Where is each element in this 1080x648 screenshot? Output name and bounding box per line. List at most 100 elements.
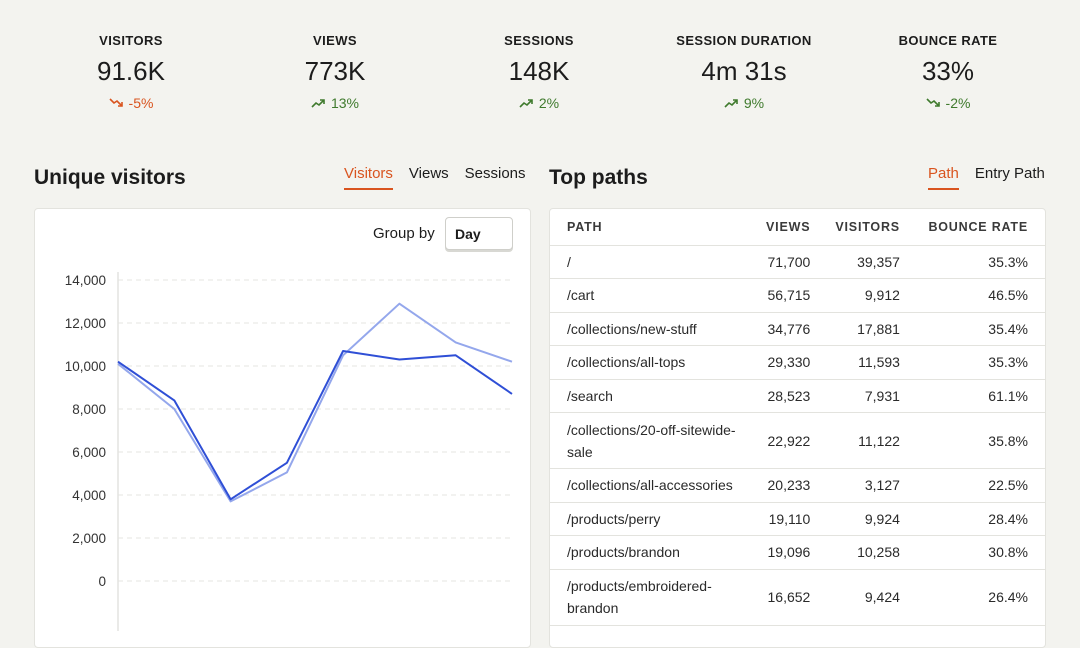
- stat-bounce-rate: BOUNCE RATE 33% -2%: [848, 33, 1048, 111]
- tab-sessions[interactable]: Sessions: [465, 165, 526, 190]
- stat-delta: -5%: [31, 95, 231, 111]
- path-cell: /search: [550, 379, 760, 413]
- visitors-cell: 9,912: [827, 279, 917, 313]
- top-paths-title: Top paths: [549, 166, 648, 190]
- views-cell: 22,922: [760, 413, 827, 469]
- stat-views: VIEWS 773K 13%: [235, 33, 435, 111]
- bounce-cell: 35.4%: [917, 312, 1045, 346]
- bounce-cell: 22.5%: [917, 469, 1045, 503]
- trend-down-icon: [109, 98, 123, 108]
- path-cell: /products/embroidered-brandon: [550, 569, 760, 625]
- tab-visitors[interactable]: Visitors: [344, 165, 393, 190]
- stat-visitors: VISITORS 91.6K -5%: [31, 33, 231, 111]
- path-cell: /collections/20-off-sitewide-sale: [550, 413, 760, 469]
- column-header-views[interactable]: VIEWS: [760, 209, 827, 245]
- y-tick-label: 12,000: [65, 316, 106, 331]
- unique-visitors-title: Unique visitors: [34, 166, 186, 190]
- series-line-2: [118, 304, 512, 502]
- bounce-cell: 30.8%: [917, 536, 1045, 570]
- stat-label: SESSIONS: [439, 33, 639, 48]
- path-cell: /products/brandon: [550, 536, 760, 570]
- visitors-cell: 9,924: [827, 502, 917, 536]
- visitors-cell: 39,357: [827, 245, 917, 279]
- views-cell: 19,110: [760, 502, 827, 536]
- stat-sessions: SESSIONS 148K 2%: [439, 33, 639, 111]
- y-tick-label: 0: [98, 574, 106, 589]
- visitors-line-chart: 0 2,000 4,000 6,000 8,000 10,000 12,000 14,000: [34, 208, 531, 631]
- path-cell: /collections/new-stuff: [550, 312, 760, 346]
- trend-up-icon: [311, 98, 325, 108]
- bounce-cell: 28.4%: [917, 502, 1045, 536]
- visitors-cell: 9,424: [827, 569, 917, 625]
- stat-delta-value: -2%: [946, 95, 971, 111]
- stat-label: VISITORS: [31, 33, 231, 48]
- y-tick-label: 14,000: [65, 273, 106, 288]
- stat-label: BOUNCE RATE: [848, 33, 1048, 48]
- stat-value: 4m 31s: [644, 56, 844, 87]
- path-cell: /cart: [550, 279, 760, 313]
- series-line-1: [118, 351, 512, 499]
- views-cell: 19,096: [760, 536, 827, 570]
- stat-label: VIEWS: [235, 33, 435, 48]
- visitors-tabs: Visitors Views Sessions: [344, 165, 526, 190]
- trend-up-icon: [724, 98, 738, 108]
- y-tick-label: 6,000: [72, 445, 106, 460]
- path-cell: /collections/all-tops: [550, 346, 760, 380]
- column-header-path[interactable]: PATH: [550, 209, 760, 245]
- views-cell: 56,715: [760, 279, 827, 313]
- path-cell: /products/perry: [550, 502, 760, 536]
- y-tick-label: 8,000: [72, 402, 106, 417]
- y-tick-label: 10,000: [65, 359, 106, 374]
- y-tick-label: 2,000: [72, 531, 106, 546]
- stat-delta: -2%: [848, 95, 1048, 111]
- path-cell: /collections/all-accessories: [550, 469, 760, 503]
- trend-up-icon: [519, 98, 533, 108]
- bounce-cell: 46.5%: [917, 279, 1045, 313]
- path-cell: /: [550, 245, 760, 279]
- trend-down-icon: [926, 98, 940, 108]
- views-cell: 16,652: [760, 569, 827, 625]
- stat-value: 91.6K: [31, 56, 231, 87]
- stat-session-duration: SESSION DURATION 4m 31s 9%: [644, 33, 844, 111]
- stat-value: 148K: [439, 56, 639, 87]
- paths-tabs: Path Entry Path: [928, 165, 1045, 190]
- bounce-cell: 35.3%: [917, 346, 1045, 380]
- stat-value: 773K: [235, 56, 435, 87]
- tab-views[interactable]: Views: [409, 165, 449, 190]
- bounce-cell: 61.1%: [917, 379, 1045, 413]
- tab-path[interactable]: Path: [928, 165, 959, 190]
- stat-delta-value: 2%: [539, 95, 559, 111]
- visitors-cell: 17,881: [827, 312, 917, 346]
- stat-delta: 2%: [439, 95, 639, 111]
- visitors-cell: 11,593: [827, 346, 917, 380]
- column-header-bounce-rate[interactable]: BOUNCE RATE: [917, 209, 1045, 245]
- column-header-visitors[interactable]: VISITORS: [827, 209, 917, 245]
- views-cell: 71,700: [760, 245, 827, 279]
- bounce-cell: 35.3%: [917, 245, 1045, 279]
- stats-bar: VISITORS 91.6K -5% VIEWS 773K 13% SESSIO…: [0, 0, 1080, 130]
- views-cell: 28,523: [760, 379, 827, 413]
- y-tick-label: 4,000: [72, 488, 106, 503]
- bounce-cell: 26.4%: [917, 569, 1045, 625]
- visitors-cell: 7,931: [827, 379, 917, 413]
- views-cell: 29,330: [760, 346, 827, 380]
- stat-label: SESSION DURATION: [644, 33, 844, 48]
- stat-delta-value: 13%: [331, 95, 359, 111]
- visitors-cell: 11,122: [827, 413, 917, 469]
- tab-entry-path[interactable]: Entry Path: [975, 165, 1045, 190]
- stat-delta: 13%: [235, 95, 435, 111]
- table-header-row: PATH VIEWS VISITORS BOUNCE RATE: [550, 209, 1045, 245]
- stat-delta-value: -5%: [129, 95, 154, 111]
